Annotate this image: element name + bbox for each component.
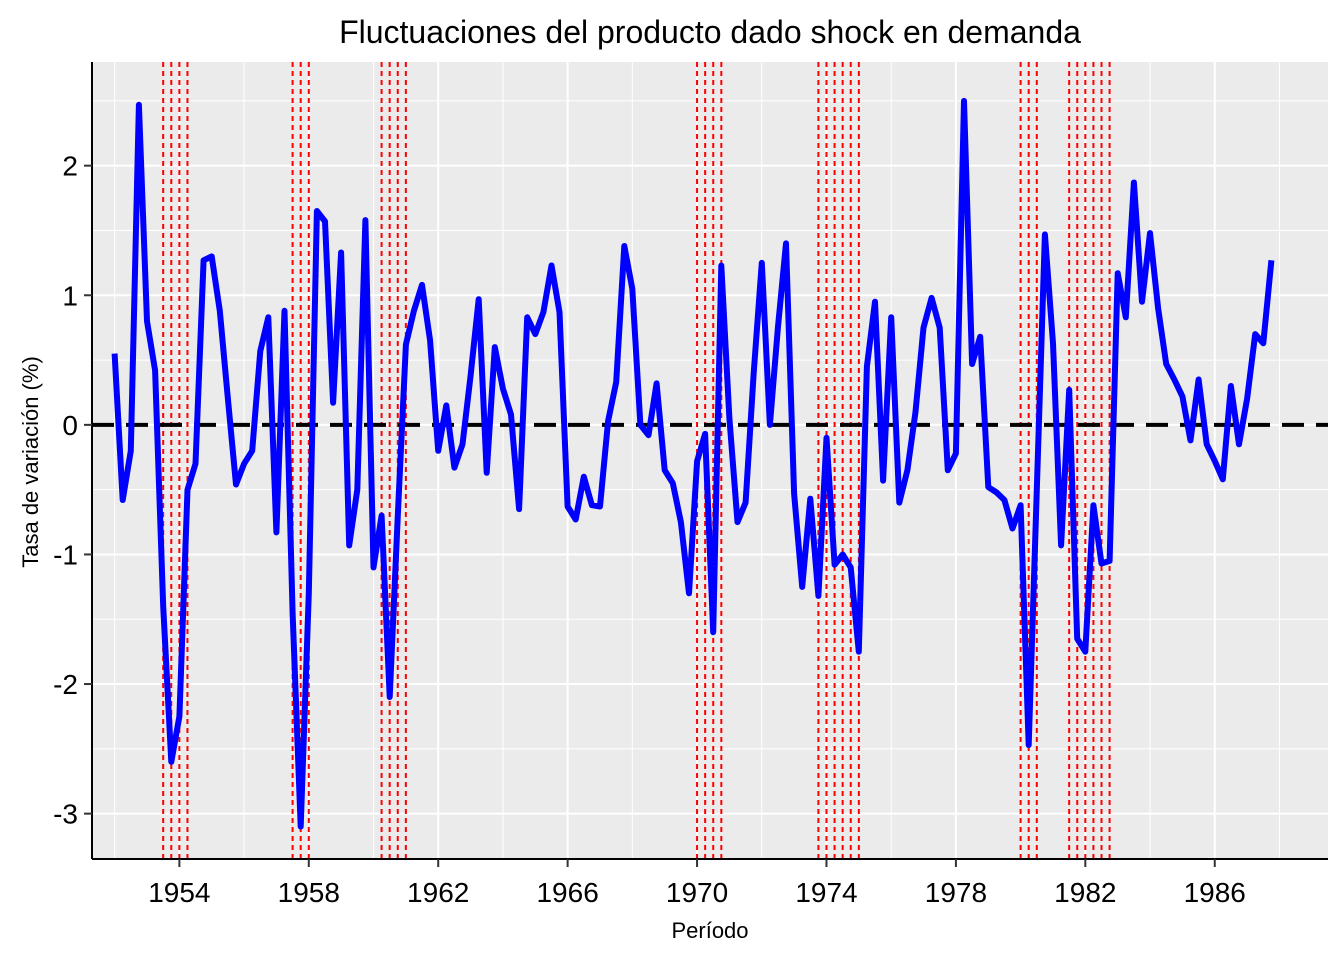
chart-title: Fluctuaciones del producto dado shock en…	[339, 14, 1081, 50]
x-tick-label: 1982	[1054, 877, 1116, 908]
y-tick-label: -2	[53, 669, 78, 700]
y-tick-label: 1	[62, 280, 78, 311]
x-tick-label: 1958	[278, 877, 340, 908]
x-tick-label: 1974	[795, 877, 857, 908]
y-tick-label: 0	[62, 410, 78, 441]
x-tick-label: 1970	[666, 877, 728, 908]
y-axis-label: Tasa de variación (%)	[18, 356, 43, 568]
x-tick-label: 1966	[536, 877, 598, 908]
plot-area	[92, 62, 1328, 859]
x-tick-label: 1954	[148, 877, 210, 908]
x-axis: 1954 1958 1962 1966 1970 1974 1978 1982 1986	[92, 858, 1328, 908]
y-tick-label: 2	[62, 151, 78, 182]
y-tick-label: -3	[53, 799, 78, 830]
series-line	[111, 97, 1275, 830]
x-tick-label: 1986	[1184, 877, 1246, 908]
x-tick-label: 1962	[407, 877, 469, 908]
y-tick-label: -1	[53, 539, 78, 570]
x-tick-label: 1978	[925, 877, 987, 908]
y-axis: -3 -2 -1 0 1 2	[53, 62, 93, 859]
x-axis-label: Período	[671, 918, 748, 943]
